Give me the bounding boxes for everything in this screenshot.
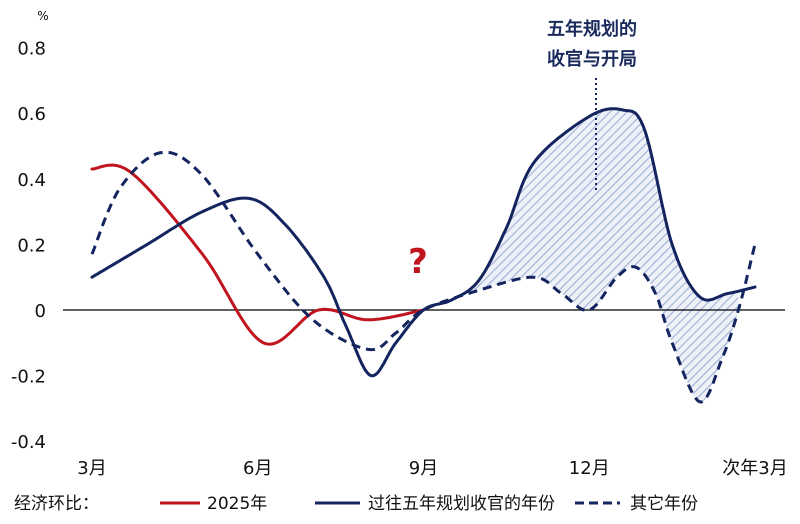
shaded-region [440, 108, 739, 402]
legend-label-2025: 2025年 [207, 494, 267, 514]
legend-prefix: 经济环比： [14, 494, 99, 514]
y-tick-label: 0.4 [17, 170, 46, 191]
x-tick-label: 3月 [77, 458, 106, 479]
legend-label-other-years: 其它年份 [630, 494, 698, 514]
callout-line2: 收官与开局 [547, 48, 637, 70]
series-line-2 [90, 150, 757, 404]
y-unit-label: % [37, 9, 48, 23]
y-tick-label: 0 [35, 301, 46, 322]
x-tick-label: 12月 [569, 458, 610, 479]
y-tick-label: 0.2 [17, 235, 46, 256]
y-tick-label: -0.4 [11, 432, 46, 453]
x-tick-label: 9月 [409, 458, 438, 479]
callout-line1: 五年规划的 [547, 18, 637, 40]
x-tick-label: 次年3月 [722, 458, 787, 479]
legend: 经济环比： 2025年 过往五年规划收官的年份 其它年份 [14, 494, 698, 514]
y-tick-label: -0.2 [11, 367, 46, 388]
y-tick-label: 0.8 [17, 39, 46, 60]
y-tick-label: 0.6 [17, 104, 46, 125]
series-line-1 [90, 107, 757, 378]
x-tick-label: 6月 [243, 458, 272, 479]
question-mark: ? [408, 242, 428, 282]
legend-label-plan-years: 过往五年规划收官的年份 [368, 494, 555, 514]
